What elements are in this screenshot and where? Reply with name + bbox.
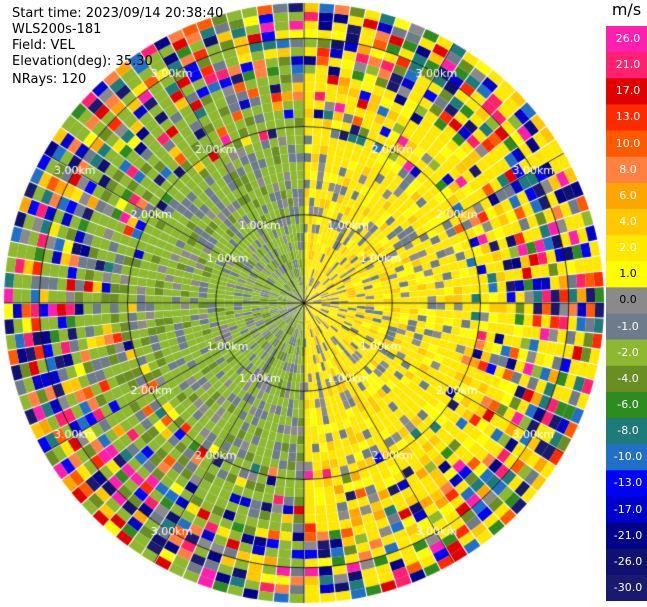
colorbar-swatch <box>606 313 647 341</box>
colorbar-swatch <box>606 104 647 132</box>
colorbar-tick-label: 4.0 <box>619 215 637 229</box>
colorbar-swatch <box>606 470 647 497</box>
colorbar-swatch <box>606 182 647 210</box>
colorbar-swatch <box>606 418 647 445</box>
colorbar-unit: m/s <box>611 0 642 19</box>
colorbar-swatch <box>606 52 647 79</box>
colorbar-swatch <box>606 78 647 105</box>
colorbar-tick-label: 0.0 <box>619 293 637 307</box>
colorbar-swatch <box>606 156 647 184</box>
colorbar-tick-label: 1.0 <box>619 267 637 281</box>
colorbar-swatch <box>606 235 647 262</box>
colorbar-swatch <box>606 261 647 288</box>
colorbar-tick-label: 8.0 <box>619 162 637 176</box>
colorbar-tick-label: 17.0 <box>615 84 641 98</box>
colorbar-tick-label: -10.0 <box>613 450 643 464</box>
colorbar-tick-label: 6.0 <box>619 188 637 202</box>
colorbar-swatch <box>606 574 647 601</box>
colorbar-tick-label: 10.0 <box>615 136 641 150</box>
colorbar-tick-label: -30.0 <box>613 580 643 594</box>
colorbar-tick-label: 13.0 <box>615 110 641 124</box>
colorbar-swatch <box>606 444 647 471</box>
nrays-label: NRays: 120 <box>12 72 87 87</box>
colorbar-tick-label: 21.0 <box>615 58 641 72</box>
colorbar-tick-label: -1.0 <box>617 319 639 333</box>
colorbar-swatch <box>606 391 647 419</box>
colorbar-tick-label: -13.0 <box>613 476 643 490</box>
colorbar-tick-label: -6.0 <box>617 397 639 411</box>
start-time-label: Start time: 2023/09/14 20:38:40 <box>12 6 224 21</box>
elevation-label: Elevation(deg): 35.30 <box>12 54 153 69</box>
instrument-label: WLS200s-181 <box>12 22 102 37</box>
colorbar-swatch <box>606 208 647 236</box>
colorbar-tick-label: -26.0 <box>613 554 643 568</box>
colorbar-tick-label: -8.0 <box>617 424 639 438</box>
colorbar-tick-label: 26.0 <box>615 32 641 46</box>
colorbar-swatch <box>606 287 647 314</box>
colorbar-swatch <box>606 548 647 576</box>
colorbar-swatch <box>606 496 647 524</box>
colorbar-swatch <box>606 26 647 53</box>
colorbar-tick-label: -2.0 <box>617 345 639 359</box>
colorbar-swatch <box>606 130 647 158</box>
colorbar-swatch <box>606 365 647 393</box>
colorbar-tick-label: -21.0 <box>613 528 643 542</box>
colorbar-tick-label: 2.0 <box>619 241 637 255</box>
colorbar <box>606 26 647 601</box>
field-label: Field: VEL <box>12 38 75 53</box>
colorbar-swatch <box>606 339 647 367</box>
colorbar-tick-label: -17.0 <box>613 502 643 516</box>
colorbar-swatch <box>606 522 647 550</box>
colorbar-tick-label: -4.0 <box>617 371 639 385</box>
